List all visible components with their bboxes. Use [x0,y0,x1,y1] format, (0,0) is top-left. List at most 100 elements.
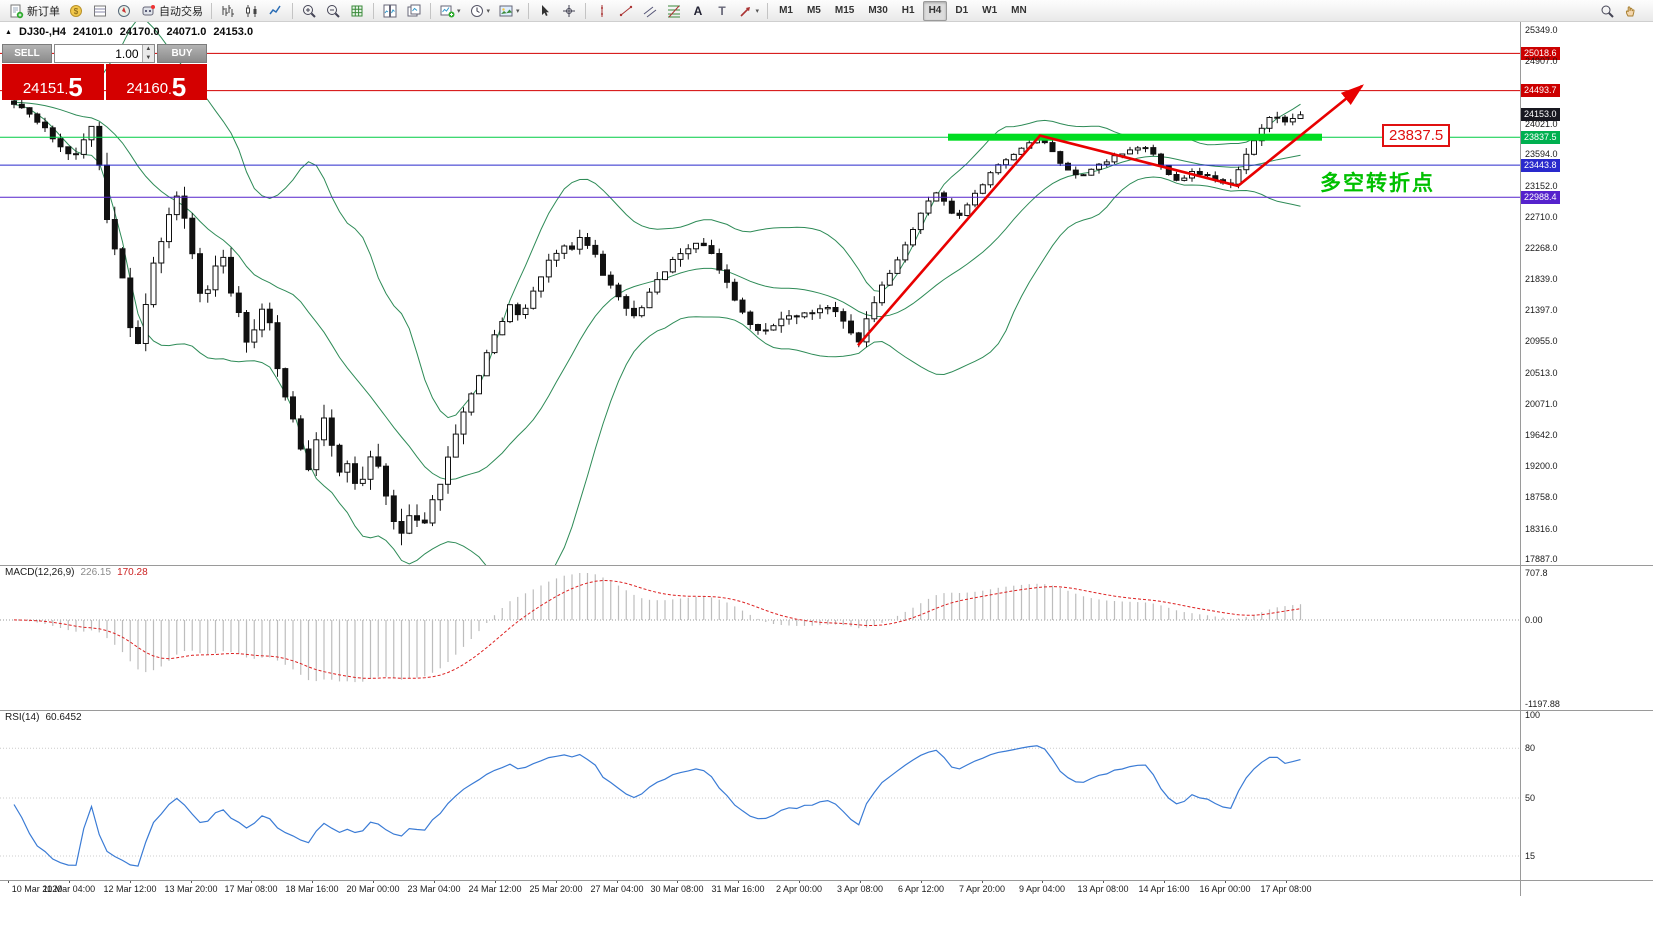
tile-windows-button[interactable] [378,0,402,22]
vertical-line-button[interactable] [590,0,614,22]
clock-icon [469,3,485,19]
timeframe-m30[interactable]: M30 [868,5,888,16]
price-axis-separator [1520,22,1521,896]
text-button[interactable]: A [686,0,710,22]
volume-down-button[interactable]: ▼ [142,53,154,62]
fibo-icon [666,3,682,19]
rsi-line [13,745,1301,867]
time-axis-label: 6 Apr 12:00 [897,884,945,894]
horizontal-level-lines[interactable] [0,52,1520,198]
time-tick [1225,880,1226,883]
arrows-button[interactable]: ▾ [734,0,764,22]
price-axis-tag: 24493.7 [1521,84,1560,97]
time-axis-label: 18 Mar 16:00 [285,884,339,894]
crosshair-icon [561,3,577,19]
buy-header-button[interactable]: BUY [157,44,207,63]
time-axis-label: 9 Apr 04:00 [1018,884,1066,894]
resistance-band[interactable] [948,133,1322,141]
price-axis-tag: 24153.0 [1521,108,1560,121]
trendline-button[interactable] [614,0,638,22]
new-order-button[interactable]: 新订单 [4,0,64,22]
time-axis-label: 25 Mar 20:00 [529,884,583,894]
price-axis[interactable]: 25349.0 25018.6 24907.0 24493.7 24153.0 24021… [1520,22,1653,880]
sell-price-button[interactable]: 24151. 5 [2,64,104,100]
time-axis-label: 17 Mar 08:00 [224,884,278,894]
zoom-out-button[interactable] [321,0,345,22]
market-watch-button[interactable]: $ [64,0,88,22]
time-axis-label: 13 Apr 08:00 [1077,884,1129,894]
trend-arrow[interactable] [857,84,1365,347]
zoomin-icon [301,3,317,19]
cascade-windows-button[interactable] [402,0,426,22]
zoom-in-button[interactable] [297,0,321,22]
timeframe-m5[interactable]: M5 [806,5,821,16]
tile-icon [382,3,398,19]
bar-chart-button[interactable] [216,0,240,22]
volume-input[interactable] [55,45,142,62]
timeframe-mn[interactable]: MN [1011,5,1027,16]
time-axis-divider [0,880,1653,881]
time-tick [251,880,252,883]
chart-area[interactable]: ▲ DJ30-,H4 24101.0 24170.0 24071.0 24153… [0,22,1520,896]
rsi-axis-label: 80 [1525,743,1536,753]
ohlc-low: 24071.0 [166,26,207,38]
time-axis[interactable]: 10 Mar 2020 11 Mar 04:00 12 Mar 12:00 13 Ma… [0,880,1653,896]
timeframe-h4[interactable]: H4 [922,0,948,21]
cursor-button[interactable] [533,0,557,22]
pan-button[interactable] [1619,0,1643,22]
timeframe-d1[interactable]: D1 [955,5,969,16]
navigator-button[interactable] [112,0,136,22]
price-chart-canvas[interactable] [0,22,1520,565]
channel-button[interactable] [638,0,662,22]
timeframe-m1[interactable]: M1 [779,5,793,16]
price-axis-label: 21397.0 [1525,305,1558,315]
timeframe-w1[interactable]: W1 [982,5,998,16]
price-axis-tag: 23837.5 [1521,131,1560,144]
price-axis-label: 19642.0 [1525,430,1558,440]
macd-panel-divider [0,565,1653,566]
turning-point-annotation[interactable]: 多空转折点 [1320,172,1435,195]
macd-panel-canvas[interactable] [0,565,1520,710]
rsi-axis-label: 15 [1525,851,1536,861]
quick-search-button[interactable] [1595,0,1619,22]
svg-text:A: A [693,4,702,18]
macd-axis-label: -1197.88 [1525,699,1560,709]
labelT-icon: T [714,3,730,19]
volume-up-button[interactable]: ▲ [142,45,154,54]
cursor-icon [537,3,553,19]
buy-price-button[interactable]: 24160. 5 [105,64,207,100]
period-button[interactable]: ▾ [465,0,495,22]
candle-chart-button[interactable] [240,0,264,22]
compass-icon [116,3,132,19]
time-tick [130,880,131,883]
timeframe-m15[interactable]: M15 [834,5,855,16]
timeframe-h1[interactable]: H1 [901,5,915,16]
time-tick [738,880,739,883]
toolbar: 新订单 $ 自动交易 ▾ ▾ ▾ A T ▾ M1 M5 M15 M30 H1 H4 D1 W1 MN [0,0,1653,22]
volume-box: ▲ ▼ [54,44,155,63]
line-chart-button[interactable] [264,0,288,22]
time-tick [1286,880,1287,883]
price-axis-label: 25349.0 [1525,25,1558,35]
time-tick [1164,880,1165,883]
label-button[interactable]: T [710,0,734,22]
rsi-panel-canvas[interactable] [0,710,1520,880]
time-axis-label: 23 Mar 04:00 [407,884,461,894]
resistance-price-label[interactable]: 23837.5 [1382,124,1451,147]
chevron-down-icon: ▾ [486,7,491,15]
toolbar-separator [527,2,529,19]
macd-axis-label: 707.8 [1525,568,1548,578]
time-axis-label: 14 Apr 16:00 [1138,884,1190,894]
data-window-button[interactable] [88,0,112,22]
time-axis-label: 31 Mar 16:00 [711,884,765,894]
fibonacci-button[interactable] [662,0,686,22]
strategy-tester-button[interactable] [345,0,369,22]
template-button[interactable]: ▾ [494,0,524,22]
chevron-down-icon: ▾ [755,7,760,15]
sell-header-button[interactable]: SELL [2,44,52,63]
autotrading-button[interactable]: 自动交易 [136,0,207,22]
price-axis-label: 19200.0 [1525,461,1558,471]
crosshair-button[interactable] [557,0,581,22]
new-chart-button[interactable]: ▾ [435,0,465,22]
